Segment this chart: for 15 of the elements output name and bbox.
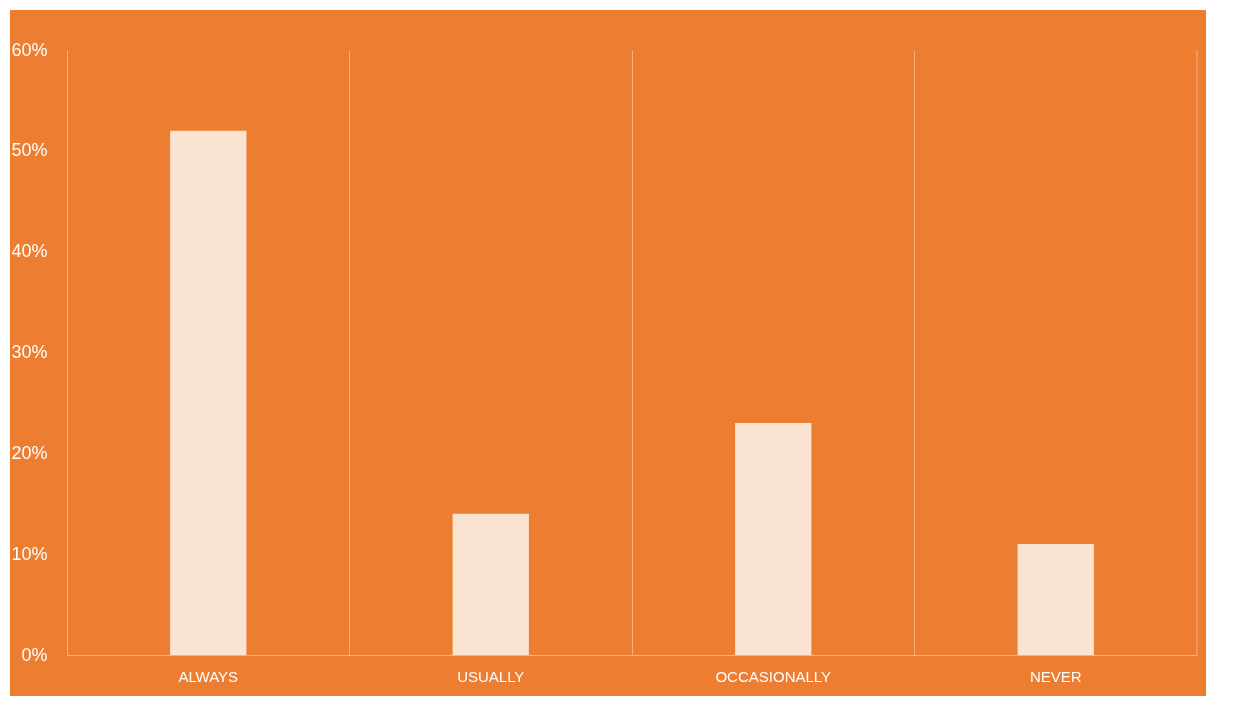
y-tick-label: 50% <box>11 140 48 161</box>
y-tick-label: 40% <box>11 241 48 262</box>
x-tick-label: ALWAYS <box>178 667 239 685</box>
y-tick-label: 0% <box>21 644 48 665</box>
x-tick-label: NEVER <box>1029 667 1082 685</box>
bar <box>452 513 529 655</box>
bar <box>170 130 247 655</box>
x-tick-label: USUALLY <box>457 667 525 685</box>
bar <box>735 423 812 655</box>
x-tick-label: OCCASIONALLY <box>715 667 832 685</box>
y-tick-label: 10% <box>11 543 48 564</box>
y-tick-label: 60% <box>11 39 48 60</box>
y-tick-label: 30% <box>11 342 48 362</box>
bar <box>1017 544 1094 655</box>
y-tick-label: 20% <box>11 442 48 463</box>
